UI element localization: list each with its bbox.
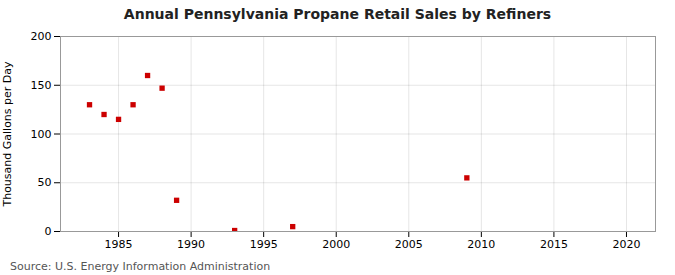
svg-text:2020: 2020 bbox=[612, 238, 640, 251]
svg-text:100: 100 bbox=[31, 128, 52, 141]
svg-text:2000: 2000 bbox=[322, 238, 350, 251]
svg-text:1990: 1990 bbox=[177, 238, 205, 251]
svg-text:2015: 2015 bbox=[540, 238, 568, 251]
svg-text:1985: 1985 bbox=[105, 238, 133, 251]
svg-text:1995: 1995 bbox=[250, 238, 278, 251]
svg-text:Thousand Gallons per Day: Thousand Gallons per Day bbox=[1, 61, 14, 208]
svg-text:2005: 2005 bbox=[395, 238, 423, 251]
svg-text:2010: 2010 bbox=[467, 238, 495, 251]
svg-text:50: 50 bbox=[38, 176, 52, 189]
svg-text:150: 150 bbox=[31, 79, 52, 92]
svg-text:0: 0 bbox=[45, 225, 52, 238]
html-text:Annual Pennsylvania Propane Re: Annual Pennsylvania Propane Retail Sales… bbox=[123, 6, 552, 22]
html-text:Source: U.S. Energy Informatio: Source: U.S. Energy Information Administ… bbox=[10, 260, 271, 273]
svg-text:200: 200 bbox=[31, 30, 52, 43]
